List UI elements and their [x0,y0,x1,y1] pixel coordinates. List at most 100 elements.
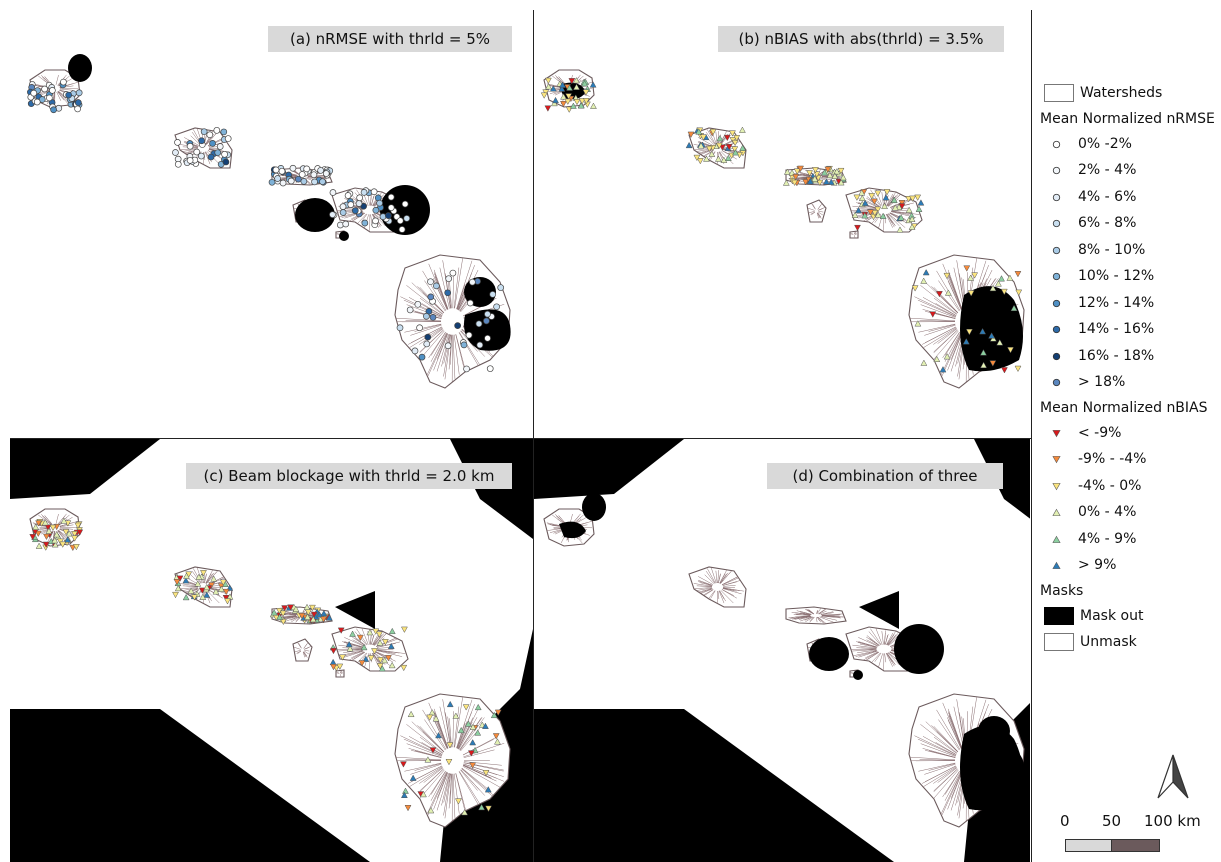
gauge-triangle [330,664,337,671]
gauge-circle [379,213,387,221]
gauge-triangle [839,174,847,181]
beam-mask [450,439,533,539]
gauge-triangle [182,593,190,601]
gauge-triangle [914,194,922,201]
gauge-triangle [709,128,717,136]
island-kaho [849,230,859,239]
gauge-circle [387,193,395,201]
gauge-triangle [65,530,73,537]
gauge-triangle [377,657,384,664]
gauge-triangle [917,199,925,206]
gauge-triangle [914,320,922,327]
gauge-triangle [967,274,975,281]
gauge-triangle [858,189,866,196]
gauge-triangle [827,178,835,185]
gauge-triangle [29,534,37,541]
beam-mask [534,709,894,862]
watershed-lines-lanai [807,202,826,219]
gauge-triangle [720,156,728,163]
gauge-triangle [898,200,906,207]
gauge-triangle [920,277,928,284]
gauge-triangle [544,77,552,85]
gauge-circle [198,137,205,145]
gauge-triangle [320,609,328,617]
gauge-triangle [573,99,581,106]
gauge-triangle [407,710,415,718]
gauge-circle [454,322,461,329]
gauge-triangle [723,134,731,142]
gauge-triangle [461,808,469,816]
gauge-triangle [861,199,869,206]
legend-nbias-classes: < -9% -9% - -4% -4% - 0% 0% - 4% 4% - 9% > 9% [1040,420,1221,579]
gauge-triangle [203,583,211,591]
panel-a-nrmse: (a) nRMSE with thrld = 5% [10,10,533,438]
legend-label: 4% - 9% [1078,530,1137,547]
gauge-circle [497,284,505,291]
gauge-triangle [1015,289,1023,296]
gauge-triangle [703,155,710,162]
circle-marker-icon [1052,325,1061,334]
gauge-triangle [905,206,913,213]
gauge-triangle [464,720,472,727]
legend-label: 12% - 14% [1078,294,1155,311]
gauge-circle [33,98,41,106]
gauge-circle [206,131,214,139]
gauge-circle [60,78,67,86]
gauge-circle [172,149,179,156]
gauge-triangle [577,102,585,109]
gauge-triangle [700,134,707,141]
gauge-circle [411,347,419,355]
gauge-triangle [200,570,207,577]
gauge-triangle [811,175,819,182]
gauge-triangle [490,711,498,719]
gauge-triangle [724,154,732,162]
circle-marker-icon [1052,378,1061,387]
gauge-circle [186,156,194,164]
gauge-triangle [560,101,567,108]
legend-label: < -9% [1078,424,1122,441]
legend-nrmse-class: 8% - 10% [1040,237,1221,264]
gauge-triangle [485,805,492,812]
gauge-triangle [980,361,988,369]
gauge-triangle [195,573,203,580]
gauge-triangle [1014,365,1022,373]
gauge-circle [416,324,423,332]
gauge-circle [317,167,324,174]
triangle-marker-icon [1052,508,1061,516]
gauge-triangle [908,215,916,222]
gauge-triangle [173,579,181,586]
panel-c-beam-blockage: (c) Beam blockage with thrld = 2.0 km [10,439,533,862]
mask-out-swatch [1044,606,1074,625]
gauge-circle [222,158,230,166]
gauge-circle [401,200,409,208]
gauge-triangle [349,630,356,637]
legend-masks-title: Masks [1040,582,1084,599]
gauge-triangle [41,519,49,526]
gauge-triangle [74,522,82,529]
gauge-circle [41,85,48,93]
gauge-triangle [853,194,861,201]
gauge-triangle [484,786,492,793]
gauge-circle [418,353,426,361]
mask-blob [960,286,1023,372]
gauge-triangle [933,355,941,363]
map-legend: Watersheds Mean Normalized nRMSE 0% -2% 2… [1040,80,1221,656]
legend-label: 4% - 6% [1078,188,1137,205]
legend-mask-out: Mask out [1040,603,1221,630]
gauge-triangle [388,627,396,635]
circle-marker-icon [1052,219,1061,228]
gauge-circle [387,204,395,212]
legend-nbias-title: Mean Normalized nBIAS [1040,399,1208,416]
gauge-triangle [381,639,389,646]
gauge-triangle [988,332,996,339]
gauge-circle [372,206,380,214]
gauge-triangle [564,98,572,105]
gauge-circle [216,143,224,150]
gauge-triangle [788,169,796,176]
legend-nrmse-class: 0% -2% [1040,131,1221,158]
gauge-circle [174,139,181,146]
islands-layer [543,493,1025,828]
island-kaho [335,669,345,678]
panel-b-title: (b) nBIAS with abs(thrld) = 3.5% [718,26,1004,52]
panel-d-map [534,439,1030,862]
